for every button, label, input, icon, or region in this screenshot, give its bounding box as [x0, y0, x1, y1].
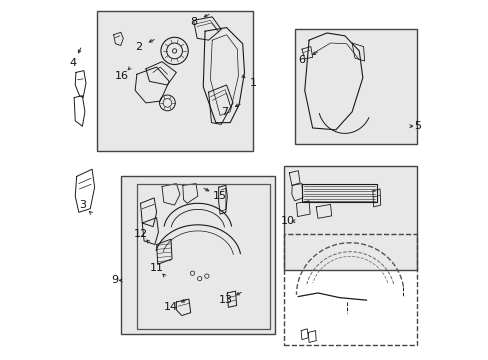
Text: 7: 7 [221, 107, 228, 117]
Text: 6: 6 [298, 55, 305, 65]
Text: 2: 2 [135, 42, 142, 52]
Text: 4: 4 [69, 58, 77, 68]
Text: 11: 11 [149, 263, 163, 273]
Text: 13: 13 [219, 295, 232, 305]
Text: 14: 14 [163, 302, 178, 312]
Text: 15: 15 [212, 191, 226, 201]
Text: 5: 5 [413, 121, 420, 131]
Text: 12: 12 [133, 229, 147, 239]
Bar [294, 30, 416, 144]
Text: 10: 10 [280, 216, 294, 226]
Text: 9: 9 [111, 275, 118, 285]
Text: 1: 1 [249, 78, 256, 88]
Text: 3: 3 [80, 200, 86, 210]
Bar [97, 12, 253, 151]
Bar [137, 184, 269, 329]
Text: 8: 8 [190, 17, 197, 27]
Bar [121, 176, 274, 334]
Bar [284, 234, 416, 345]
Bar [284, 166, 416, 270]
Text: 16: 16 [115, 71, 129, 81]
